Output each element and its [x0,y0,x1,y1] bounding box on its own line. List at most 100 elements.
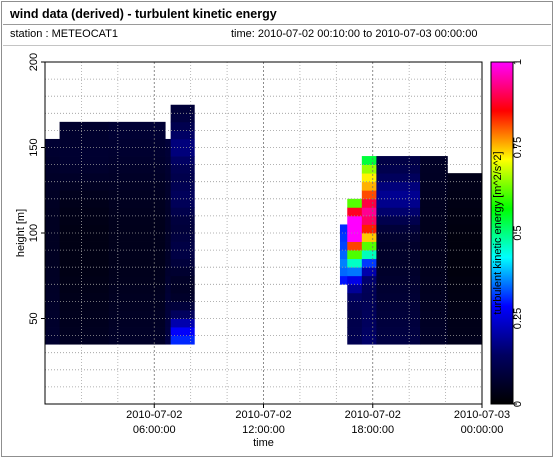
heatmap-cell [59,190,110,200]
heatmap-cell [170,250,195,260]
heatmap-cell [59,318,110,328]
heatmap-cell [165,164,172,174]
heatmap-cell [108,190,166,200]
heatmap-cell [420,250,448,260]
heatmap-cell [361,190,377,200]
heatmap-cell [447,327,483,336]
heatmap-cell [376,173,421,183]
heatmap-cell [108,241,166,251]
heatmap-cell [361,327,377,336]
heatmap-cell [108,292,166,302]
y-tick-label: 200 [28,53,40,71]
heatmap-cell [59,198,110,208]
heatmap-cell [347,275,363,285]
heatmap-cell [420,318,448,328]
heatmap-cell [170,292,195,302]
heatmap-cell [59,147,110,157]
heatmap-cell [45,224,60,234]
heatmap-cell [339,241,348,251]
heatmap-cell [376,309,421,319]
station-label: station : METEOCAT1 [10,28,118,40]
heatmap-cell [165,327,172,336]
x-tick-label-date: 2010-07-02 [126,409,182,421]
heatmap-cell [170,181,195,191]
heatmap-cell [45,241,60,251]
heatmap-cell [59,284,110,294]
heatmap-cell [45,318,60,328]
heatmap-cell [165,309,172,319]
heatmap-cell [170,215,195,225]
heatmap-cell [447,233,483,242]
heatmap-cell [361,156,377,165]
colorbar-label: turbulent kinetic energy [m^2/s^2] [492,151,504,314]
heatmap-cell [361,233,377,242]
heatmap-cell [170,113,195,123]
heatmap-cell [420,173,448,183]
heatmap-cell [361,292,377,302]
heatmap-cell [170,198,195,208]
heatmap-cell [45,327,60,336]
heatmap-cell [108,164,166,174]
heatmap-cell [376,207,421,217]
heatmap-cell [165,207,172,217]
heatmap-cell [170,147,195,157]
x-tick-label-time: 18:00:00 [351,424,394,436]
colorbar-tick-label: 0.5 [512,225,524,240]
heatmap-cell [165,267,172,277]
heatmap-cell [447,190,483,200]
heatmap-cell [59,138,110,148]
heatmap-cell [347,267,363,277]
heatmap-cell [447,301,483,311]
heatmap-cell [165,215,172,225]
heatmap-cell [108,275,166,285]
heatmap-cell [376,318,421,328]
heatmap-cell [361,181,377,191]
heatmap-cell [376,284,421,294]
heatmap-cell [447,275,483,285]
heatmap-cell [361,335,377,345]
heatmap-cell [376,181,421,191]
heatmap-cell [376,190,421,200]
heatmap-cell [108,156,166,165]
heatmap-cell [165,173,172,183]
heatmap-cell [376,335,421,345]
heatmap-cell [59,224,110,234]
heatmap-cell [361,241,377,251]
heatmap-cell [347,250,363,260]
heatmap-cell [361,207,377,217]
heatmap-cell [108,233,166,242]
heatmap-cell [347,309,363,319]
heatmap-cell [59,327,110,336]
heatmap-cell [170,284,195,294]
heatmap-cell [108,130,166,140]
heatmap-cell [447,173,483,183]
heatmap-cell [165,181,172,191]
heatmap-cell [45,275,60,285]
heatmap-cell [447,318,483,328]
heatmap-cell [45,156,60,165]
heatmap-cell [361,173,377,183]
heatmap-cell [376,267,421,277]
heatmap-cell [347,224,363,234]
heatmap-cell [108,224,166,234]
heatmap-cell [59,241,110,251]
heatmap-cell [170,318,195,328]
heatmap-cell [59,301,110,311]
heatmap-cell [376,164,421,174]
heatmap-cell [376,198,421,208]
heatmap-cell [59,173,110,183]
heatmap-cell [420,284,448,294]
heatmap-cell [347,301,363,311]
heatmap-cell [45,267,60,277]
heatmap-cell [165,198,172,208]
heatmap-cell [447,284,483,294]
heatmap-cell [170,258,195,268]
heatmap-cell [59,164,110,174]
heatmap-cell [170,327,195,336]
heatmap-cell [347,241,363,251]
heatmap-cell [108,301,166,311]
heatmap-cell [45,284,60,294]
heatmap-cell [420,164,448,174]
colorbar: 0 0.25 0.5 0.75 1 turbulent kinetic energy [m… [490,59,524,407]
heatmap-cell [376,250,421,260]
